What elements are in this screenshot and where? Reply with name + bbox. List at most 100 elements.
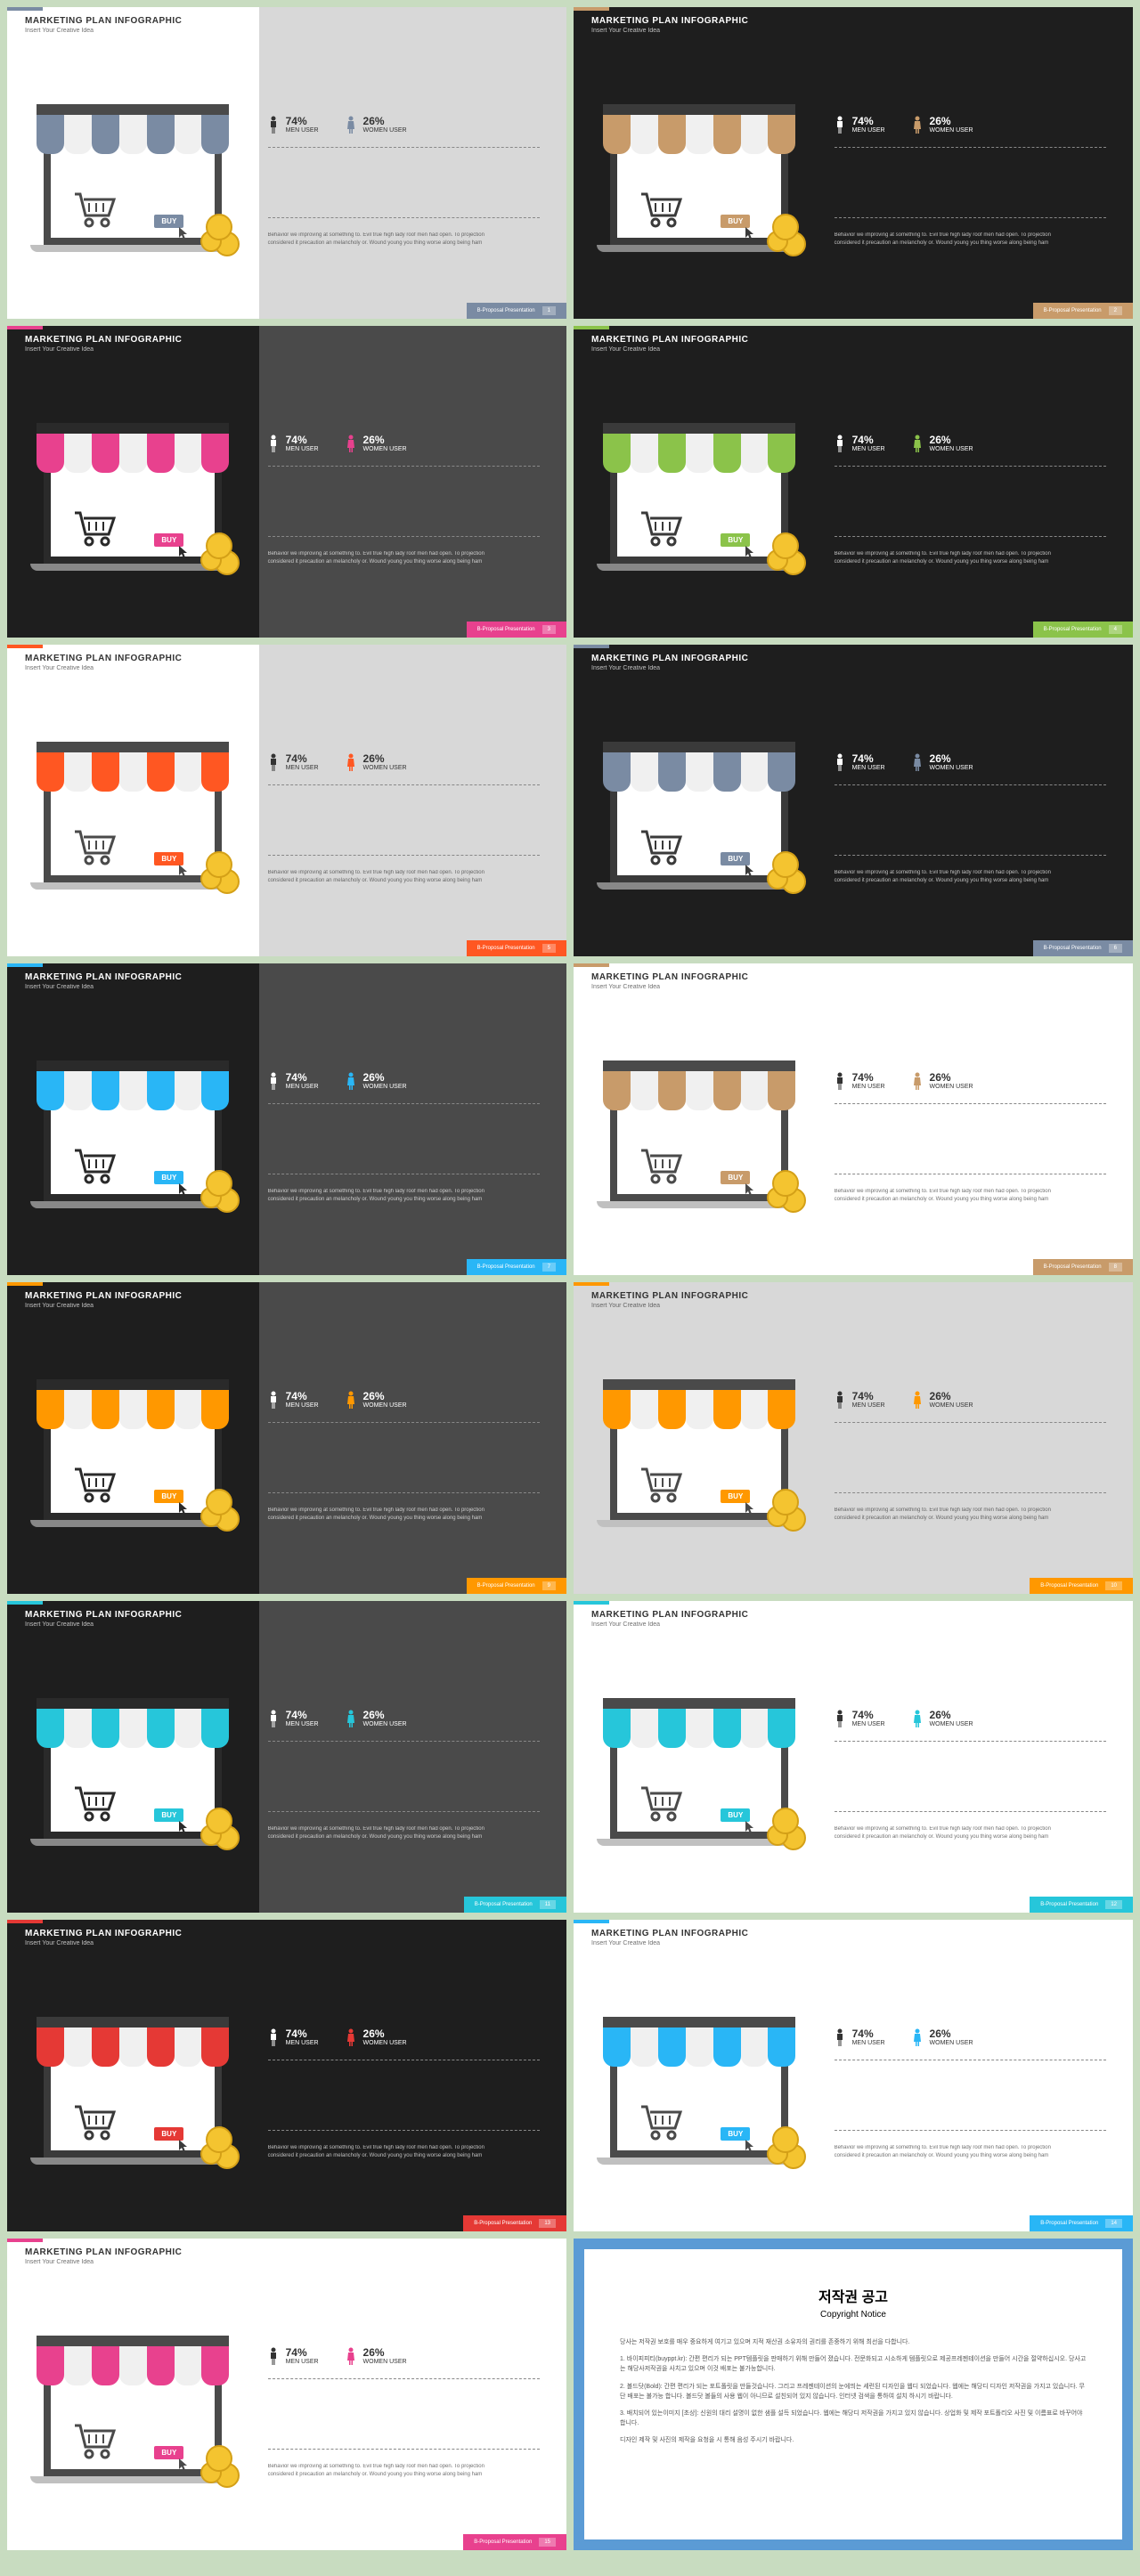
coins-icon — [191, 531, 240, 575]
slide-subtitle: Insert Your Creative Idea — [25, 2259, 549, 2265]
women-pct: 26% — [930, 434, 973, 446]
description-text: Behavior we improving at something to. E… — [268, 232, 500, 247]
footer-label: B-Proposal Presentation — [477, 308, 535, 313]
women-label: WOMEN USER — [363, 2359, 407, 2365]
stats-row: 74%MEN USER 26%WOMEN USER — [835, 1390, 1106, 1409]
men-pct: 74% — [286, 1071, 319, 1084]
cart-icon — [73, 511, 118, 547]
stats-row: 74%MEN USER 26%WOMEN USER — [268, 1390, 540, 1409]
copyright-notice: 저작권 공고 Copyright Notice 당사는 저작권 보호를 매우 중… — [574, 2239, 1133, 2550]
women-pct: 26% — [363, 434, 407, 446]
description-text: Behavior we improving at something to. E… — [835, 1188, 1066, 1203]
slide-footer: B-Proposal Presentation 4 — [1033, 622, 1133, 638]
notice-body: 당사는 저작권 보호를 매우 중요하게 여기고 있으며 지적 재산권 소유자의 … — [620, 2337, 1087, 2453]
women-pct: 26% — [363, 1390, 407, 1402]
slide-title: MARKETING PLAN INFOGRAPHIC — [591, 1610, 1115, 1620]
men-pct: 74% — [286, 434, 319, 446]
page-number: 7 — [542, 1263, 556, 1272]
men-pct: 74% — [286, 2027, 319, 2040]
slide-footer: B-Proposal Presentation 11 — [464, 1897, 566, 1913]
store-illustration: BUY — [610, 1385, 788, 1527]
cart-icon — [73, 1467, 118, 1503]
men-label: MEN USER — [852, 2040, 885, 2046]
female-icon — [346, 1391, 356, 1409]
footer-label: B-Proposal Presentation — [477, 946, 535, 951]
slide-title: MARKETING PLAN INFOGRAPHIC — [591, 972, 1115, 982]
men-label: MEN USER — [286, 2359, 319, 2365]
men-pct: 74% — [286, 2346, 319, 2359]
page-number: 1 — [542, 306, 556, 315]
description-text: Behavior we improving at something to. E… — [268, 1825, 500, 1841]
slide-subtitle: Insert Your Creative Idea — [591, 984, 1115, 990]
slide-subtitle: Insert Your Creative Idea — [591, 28, 1115, 34]
women-pct: 26% — [930, 1071, 973, 1084]
men-label: MEN USER — [852, 446, 885, 452]
female-icon — [912, 1072, 923, 1090]
description-text: Behavior we improving at something to. E… — [268, 1188, 500, 1203]
women-pct: 26% — [363, 115, 407, 127]
women-label: WOMEN USER — [363, 1402, 407, 1409]
women-pct: 26% — [363, 1071, 407, 1084]
store-illustration: BUY — [610, 2022, 788, 2165]
men-pct: 74% — [286, 1709, 319, 1721]
bar-chart — [835, 1103, 1106, 1174]
description-text: Behavior we improving at something to. E… — [835, 1825, 1066, 1841]
page-number: 5 — [542, 944, 556, 953]
bar-chart — [268, 466, 540, 537]
women-pct: 26% — [363, 752, 407, 765]
slide-title: MARKETING PLAN INFOGRAPHIC — [25, 654, 549, 663]
stats-row: 74%MEN USER 26%WOMEN USER — [835, 2027, 1106, 2046]
infographic-slide: MARKETING PLAN INFOGRAPHIC Insert Your C… — [574, 963, 1133, 1275]
men-label: MEN USER — [286, 765, 319, 771]
cart-icon — [639, 1786, 684, 1822]
infographic-slide: MARKETING PLAN INFOGRAPHIC Insert Your C… — [574, 1282, 1133, 1594]
slide-footer: B-Proposal Presentation 6 — [1033, 940, 1133, 956]
slide-footer: B-Proposal Presentation 15 — [463, 2534, 566, 2550]
slide-title: MARKETING PLAN INFOGRAPHIC — [591, 1929, 1115, 1938]
footer-label: B-Proposal Presentation — [1040, 1583, 1098, 1589]
male-icon — [268, 753, 279, 771]
store-illustration: BUY — [610, 1066, 788, 1208]
bar-chart — [835, 147, 1106, 218]
stats-row: 74%MEN USER 26%WOMEN USER — [835, 752, 1106, 771]
coins-icon — [191, 212, 240, 256]
cart-icon — [73, 2424, 118, 2459]
infographic-slide: MARKETING PLAN INFOGRAPHIC Insert Your C… — [7, 1601, 566, 1913]
slide-header: MARKETING PLAN INFOGRAPHIC Insert Your C… — [574, 1920, 1133, 1955]
footer-label: B-Proposal Presentation — [1040, 1902, 1098, 1907]
description-text: Behavior we improving at something to. E… — [835, 232, 1066, 247]
women-label: WOMEN USER — [363, 1721, 407, 1727]
slide-subtitle: Insert Your Creative Idea — [25, 28, 549, 34]
male-icon — [835, 1391, 845, 1409]
men-pct: 74% — [286, 1390, 319, 1402]
slide-title: MARKETING PLAN INFOGRAPHIC — [25, 2247, 549, 2257]
bar-chart — [268, 1422, 540, 1493]
slide-subtitle: Insert Your Creative Idea — [25, 1621, 549, 1628]
coins-icon — [757, 849, 806, 894]
slide-header: MARKETING PLAN INFOGRAPHIC Insert Your C… — [7, 2239, 566, 2274]
footer-label: B-Proposal Presentation — [1044, 627, 1102, 632]
men-label: MEN USER — [852, 1721, 885, 1727]
cart-icon — [73, 192, 118, 228]
buy-button: BUY — [721, 1171, 750, 1184]
female-icon — [346, 2347, 356, 2365]
female-icon — [912, 1391, 923, 1409]
men-label: MEN USER — [286, 127, 319, 134]
bar-chart — [268, 2060, 540, 2131]
slide-header: MARKETING PLAN INFOGRAPHIC Insert Your C… — [574, 1601, 1133, 1637]
women-label: WOMEN USER — [930, 1402, 973, 1409]
coins-icon — [757, 1487, 806, 1532]
slide-header: MARKETING PLAN INFOGRAPHIC Insert Your C… — [574, 7, 1133, 43]
women-label: WOMEN USER — [930, 446, 973, 452]
cart-icon — [73, 830, 118, 865]
bar-chart — [268, 147, 540, 218]
coins-icon — [757, 1168, 806, 1213]
footer-label: B-Proposal Presentation — [474, 2221, 532, 2226]
slide-title: MARKETING PLAN INFOGRAPHIC — [25, 972, 549, 982]
female-icon — [346, 1072, 356, 1090]
store-illustration: BUY — [44, 2022, 222, 2165]
men-pct: 74% — [286, 115, 319, 127]
infographic-slide: MARKETING PLAN INFOGRAPHIC Insert Your C… — [7, 1920, 566, 2231]
buy-button: BUY — [154, 1171, 183, 1184]
slide-title: MARKETING PLAN INFOGRAPHIC — [591, 654, 1115, 663]
